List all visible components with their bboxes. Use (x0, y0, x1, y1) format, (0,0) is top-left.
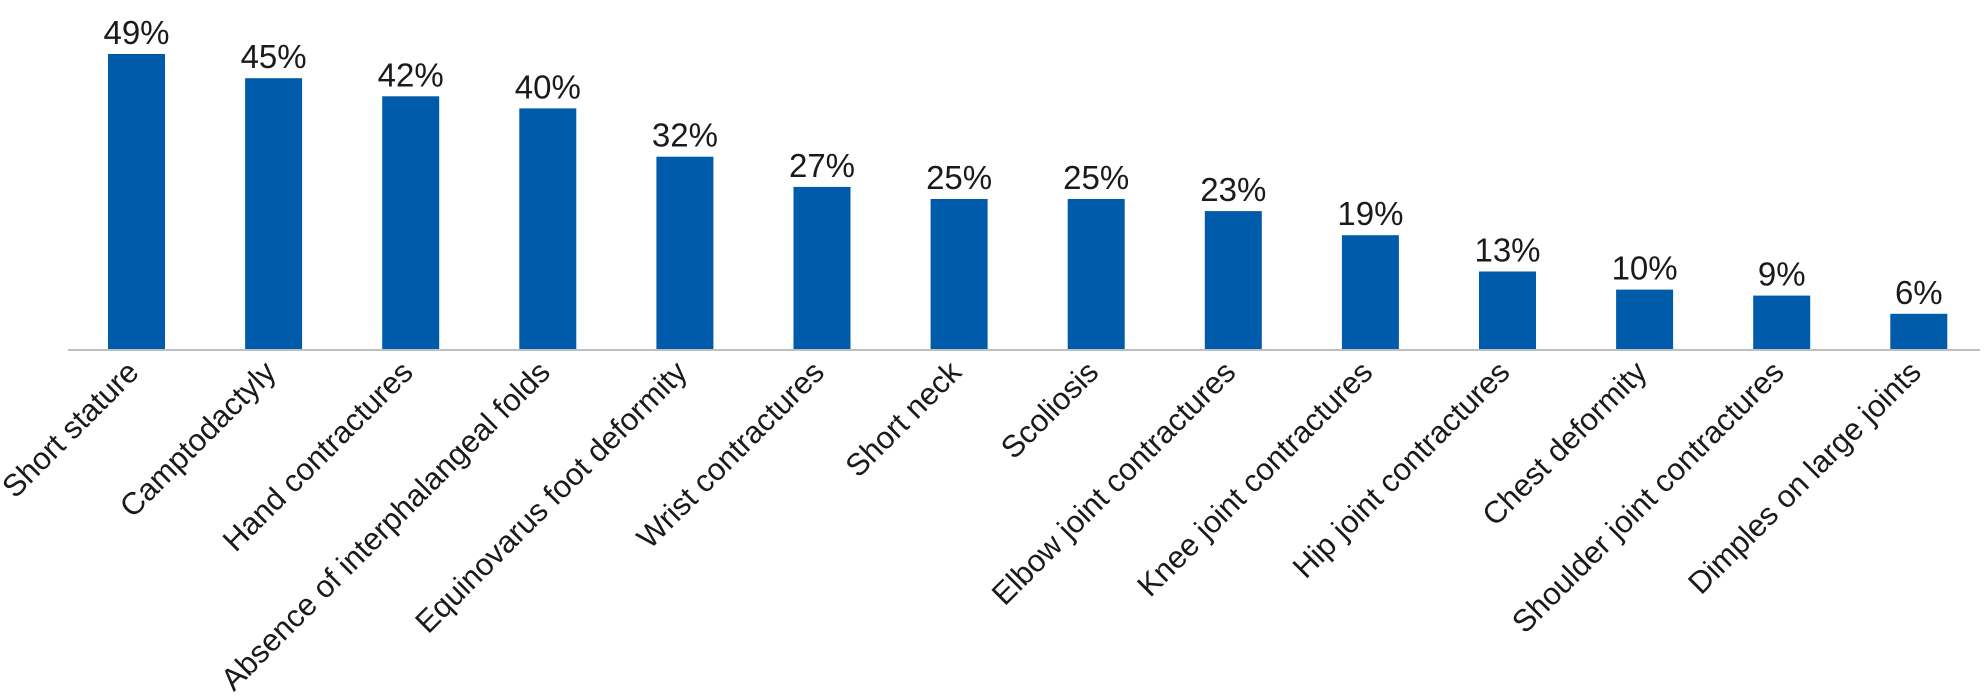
data-labels-layer: 49% 45% 42% 40% 32% 27% 25% 25% 23% 19% 13% 10% 9% 6% (103, 14, 1942, 311)
data-label: 23% (1200, 171, 1266, 208)
bar (245, 78, 303, 350)
data-label: 40% (515, 68, 581, 105)
bar (1479, 271, 1536, 350)
data-label: 25% (926, 159, 992, 196)
data-label: 42% (378, 56, 444, 93)
bar (1341, 235, 1399, 350)
bar (1890, 313, 1948, 350)
bar (382, 96, 440, 350)
bar (930, 199, 988, 350)
x-tick-label: Shoulder joint contractures (1505, 354, 1791, 640)
bar (1753, 295, 1811, 350)
bar (1067, 199, 1125, 350)
bar (656, 156, 714, 350)
data-label: 6% (1895, 274, 1943, 311)
bar (108, 54, 165, 350)
bar (1204, 211, 1262, 350)
x-tick-label: Short stature (0, 354, 145, 504)
data-label: 49% (103, 14, 169, 51)
data-label: 27% (789, 147, 855, 184)
data-label: 19% (1337, 195, 1403, 232)
data-label: 32% (652, 117, 718, 154)
bar (1616, 289, 1674, 350)
data-label: 10% (1612, 250, 1678, 287)
data-label: 13% (1474, 232, 1540, 269)
x-tick-label: Knee joint contractures (1130, 354, 1379, 603)
bar (793, 186, 851, 350)
x-tick-label: Scoliosis (994, 354, 1105, 465)
x-tick-label: Elbow joint contractures (985, 354, 1242, 611)
x-tick-label: Short neck (839, 354, 969, 484)
x-tick-label: Equinovarus foot deformity (408, 354, 694, 640)
bar (519, 108, 577, 351)
data-label: 25% (1063, 159, 1129, 196)
x-tick-label: Dimples on large joints (1681, 354, 1927, 600)
data-label: 9% (1758, 256, 1806, 293)
data-label: 45% (241, 38, 307, 75)
bars-layer (108, 54, 1948, 351)
